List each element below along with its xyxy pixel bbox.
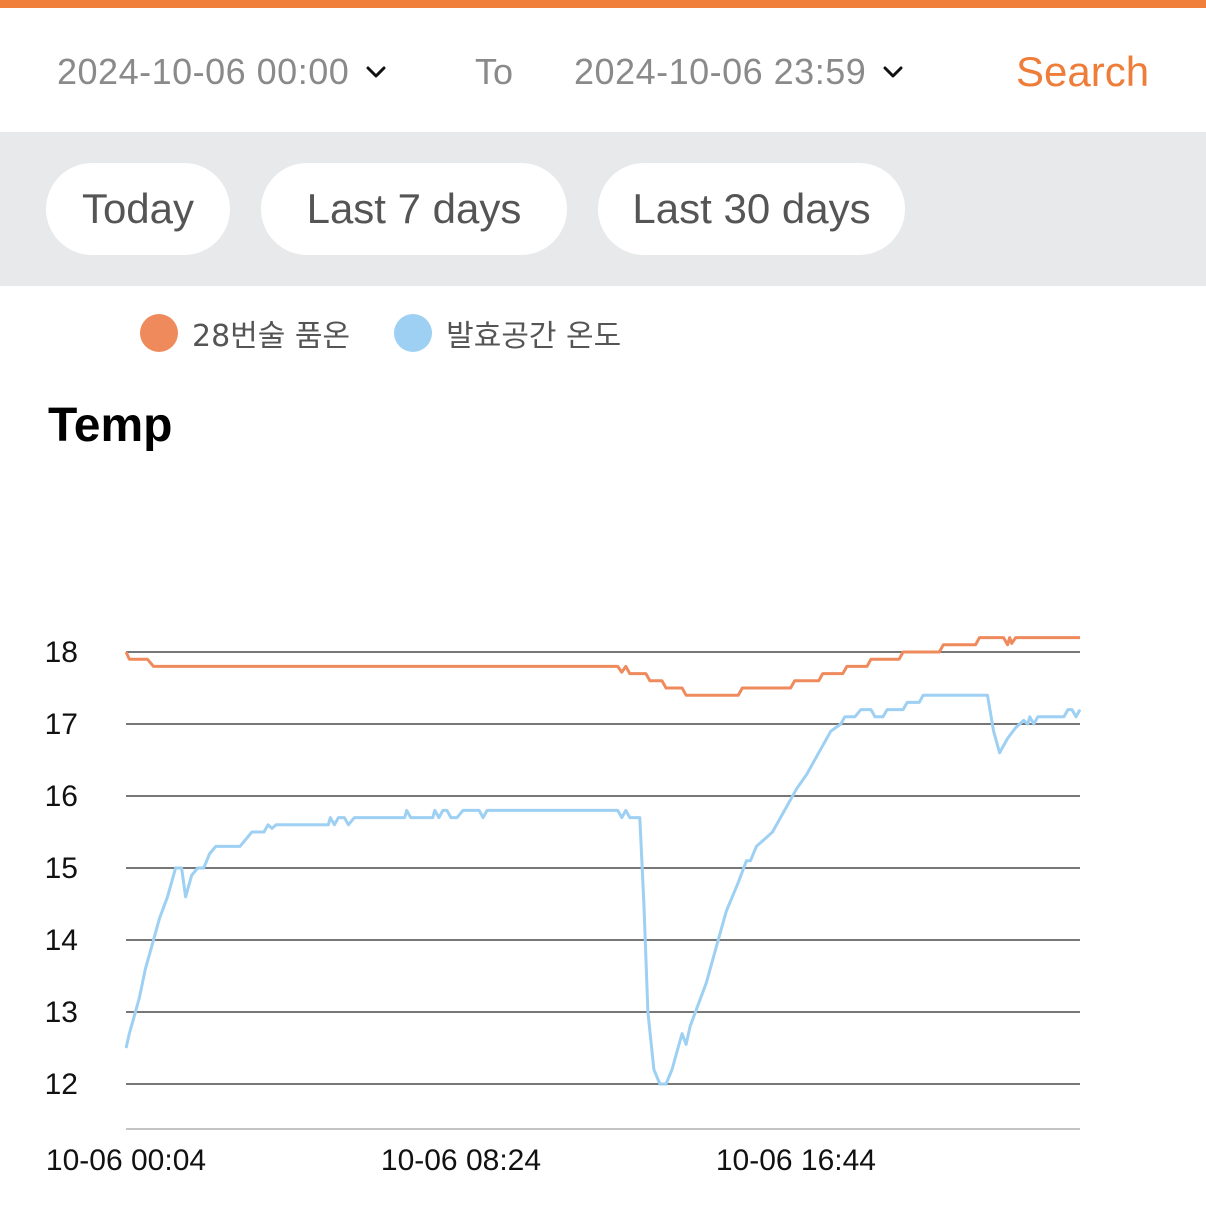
y-tick-label: 17 xyxy=(45,708,78,741)
legend-dot-orange xyxy=(140,314,178,352)
y-tick-label: 13 xyxy=(45,996,78,1029)
legend-item-series-2[interactable]: 발효공간 온도 xyxy=(394,311,621,355)
chart-title: Temp xyxy=(48,399,173,452)
x-tick-label: 10-06 16:44 xyxy=(716,1144,876,1177)
top-accent-bar xyxy=(0,0,1206,8)
legend-dot-blue xyxy=(394,314,433,352)
legend-item-series-1[interactable]: 28번술 품온 xyxy=(140,311,350,355)
y-tick-label: 14 xyxy=(45,924,78,957)
y-tick-label: 12 xyxy=(45,1068,78,1101)
range-today-button[interactable]: Today xyxy=(46,163,230,255)
y-axis-ticks: 12 13 14 15 16 17 18 xyxy=(45,636,78,1101)
y-tick-label: 15 xyxy=(45,852,78,885)
quick-range-bar: Today Last 7 days Last 30 days xyxy=(0,132,1206,286)
start-date-value: 2024-10-06 00:00 xyxy=(57,51,350,92)
chevron-down-icon xyxy=(883,66,903,78)
y-tick-label: 16 xyxy=(45,780,78,813)
start-date-picker[interactable]: 2024-10-06 00:00 xyxy=(57,48,387,96)
legend-label: 발효공간 온도 xyxy=(446,319,622,354)
range-last-30-days-button[interactable]: Last 30 days xyxy=(598,163,905,255)
x-axis-ticks: 10-06 00:04 10-06 08:24 10-06 16:44 xyxy=(46,1144,876,1177)
y-tick-label: 18 xyxy=(45,636,78,669)
chart-grid xyxy=(126,651,1080,1130)
search-button[interactable]: Search xyxy=(1016,44,1149,100)
series-line-2 xyxy=(124,693,1082,1086)
legend-label: 28번술 품온 xyxy=(192,319,351,354)
end-date-picker[interactable]: 2024-10-06 23:59 xyxy=(574,48,904,96)
x-tick-label: 10-06 00:04 xyxy=(46,1144,206,1177)
range-last-7-days-button[interactable]: Last 7 days xyxy=(261,163,567,255)
end-date-value: 2024-10-06 23:59 xyxy=(574,51,867,92)
chevron-down-icon xyxy=(366,66,386,78)
series-line-1 xyxy=(124,636,1080,697)
date-range-header xyxy=(0,8,1206,132)
chart-series-lines xyxy=(124,636,1082,1086)
chart-legend: 28번술 품온 발효공간 온도 xyxy=(140,312,665,354)
x-tick-label: 10-06 08:24 xyxy=(381,1144,541,1177)
to-label: To xyxy=(475,51,514,92)
